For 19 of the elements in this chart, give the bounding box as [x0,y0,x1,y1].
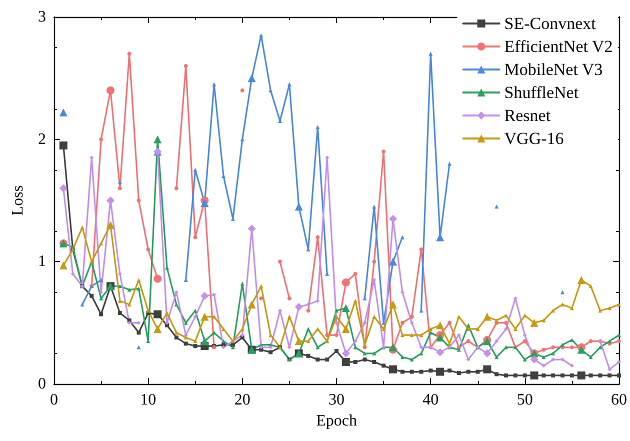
legend-label: VGG-16 [504,129,564,148]
y-tick-label: 3 [38,8,46,26]
legend-label: ShuffleNet [504,83,579,102]
x-tick-label: 0 [50,392,58,408]
x-tick-label: 40 [422,392,439,408]
legend-label: MobileNet V3 [504,60,603,79]
legend-label: SE-Convnext [504,14,596,33]
x-tick-label: 60 [611,392,627,408]
y-tick-label: 2 [38,130,46,148]
x-tick-label: 50 [516,392,533,408]
x-tick-label: 30 [328,392,344,408]
x-tick-label: 20 [234,392,250,408]
y-axis-title: Loss [10,185,26,216]
legend-label: EfficientNet V2 [504,37,613,56]
y-tick-label: 0 [38,376,46,392]
y-tick-label: 1 [38,253,46,270]
legend-label: Resnet [504,106,551,125]
x-tick-label: 10 [140,392,156,408]
x-axis-title: Epoch [316,412,357,430]
